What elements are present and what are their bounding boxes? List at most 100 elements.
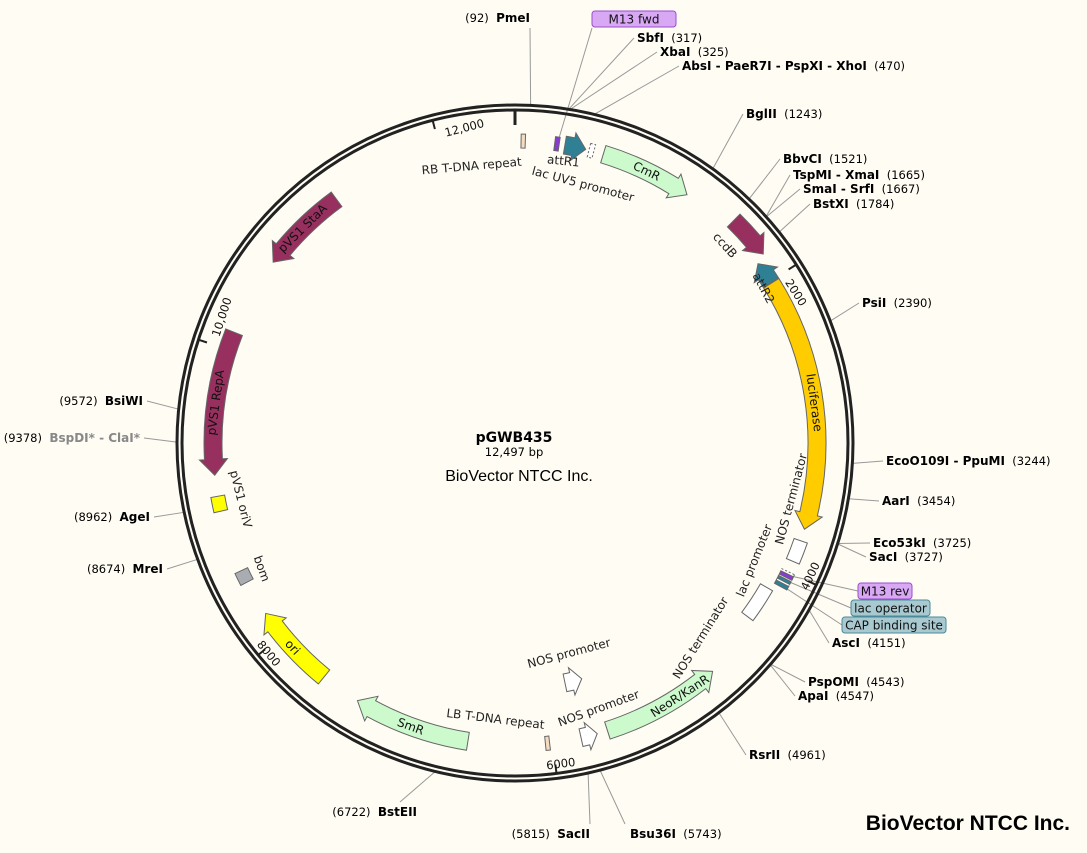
site-name: BbvCI (783, 152, 822, 166)
feature-nos-terminator (785, 537, 808, 565)
restriction-site-bbvci[interactable]: BbvCI (1521) (783, 152, 867, 166)
feature-label: bom (251, 554, 273, 584)
site-position: (6722) (332, 805, 378, 819)
site-leader-line (778, 203, 811, 233)
restriction-site-bsteii[interactable]: (6722) BstEII (332, 805, 417, 819)
feature-pvs1-staa (271, 191, 343, 263)
restriction-site-bsiwi[interactable]: (9572) BsiWI (59, 394, 143, 408)
feature-m13-fwd (553, 136, 561, 152)
restriction-site-bglii[interactable]: BglII (1243) (746, 107, 822, 121)
site-leader-line (529, 27, 532, 106)
restriction-site-apai[interactable]: ApaI (4547) (798, 689, 874, 703)
restriction-site-rsrii[interactable]: RsrII (4961) (749, 748, 826, 762)
tick-mark (431, 120, 436, 130)
site-leader-line (146, 400, 179, 410)
feature-lb-t-dna-repeat (544, 735, 551, 751)
site-name: MreI (133, 562, 163, 576)
site-name: BstXI (813, 197, 849, 211)
site-position: (1784) (849, 197, 895, 211)
callout-label: lac operator (854, 602, 927, 616)
watermark: BioVector NTCC Inc. (866, 812, 1070, 835)
feature-nos-terminator (741, 583, 774, 622)
site-leader-line (770, 663, 806, 683)
plasmid-company: BioVector NTCC Inc. (445, 468, 593, 485)
site-name: BstEII (378, 805, 417, 819)
feature-neor-kanr (604, 669, 714, 740)
site-name: ApaI (798, 689, 828, 703)
restriction-site-agei[interactable]: (8962) AgeI (74, 510, 150, 524)
restriction-site-mrei[interactable]: (8674) MreI (87, 562, 163, 576)
feature-rb-t-dna-repeat (520, 133, 527, 149)
site-name: SmaI - SrfI (803, 182, 874, 196)
restriction-site-tspmi-xmai[interactable]: TspMI - XmaI (1665) (793, 168, 925, 182)
restriction-site-bsu36i[interactable]: Bsu36I (5743) (630, 827, 722, 841)
restriction-site-pmei[interactable]: (92) PmeI (465, 11, 530, 25)
restriction-site-bspdi-clai[interactable]: (9378) BspDI* - ClaI* (4, 431, 141, 445)
feature-ori (263, 612, 331, 685)
callout-label: M13 rev (861, 585, 910, 599)
restriction-site-sbfi[interactable]: SbfI (317) (637, 31, 702, 45)
restriction-site-ecoo109i-ppumi[interactable]: EcoO109I - PpuMI (3244) (886, 454, 1051, 468)
site-name: BsiWI (105, 394, 143, 408)
site-position: (4547) (828, 689, 874, 703)
site-name: Eco53kI (873, 536, 926, 550)
restriction-site-eco53ki[interactable]: Eco53kI (3725) (873, 536, 971, 550)
callout-box-m13-rev (857, 582, 913, 600)
feature-label: lac promoter (733, 522, 775, 598)
feature-smr (356, 695, 470, 751)
site-leader-lines (143, 27, 884, 825)
feature-attr2 (753, 263, 780, 288)
site-leader-line (712, 113, 744, 170)
restriction-site-sacii[interactable]: (5815) SacII (512, 827, 590, 841)
site-name: SacI (869, 550, 897, 564)
feature-pvs1-repa (198, 328, 244, 476)
site-name: BspDI* - ClaI* (49, 431, 140, 445)
restriction-site-absi-paer7i-pspxi-xhoi[interactable]: AbsI - PaeR7I - PspXI - XhoI (470) (682, 59, 905, 73)
site-leader-line (143, 437, 178, 443)
site-name: XbaI (660, 45, 690, 59)
site-leader-line (848, 498, 880, 502)
feature-cmr (600, 144, 688, 199)
site-name: SbfI (637, 31, 664, 45)
restriction-site-smai-srfi[interactable]: SmaI - SrfI (1667) (803, 182, 920, 196)
site-leader-line (587, 772, 591, 825)
site-leader-line (718, 712, 747, 756)
site-position: (4151) (860, 636, 906, 650)
feature-pvs1-oriv (210, 494, 229, 514)
tick-label: 6000 (545, 755, 576, 773)
site-name: AscI (832, 636, 860, 650)
site-name: AarI (882, 494, 910, 508)
site-position: (9572) (59, 394, 105, 408)
site-leader-line (153, 511, 185, 518)
restriction-site-pspomi[interactable]: PspOMI (4543) (808, 675, 905, 689)
callout-leader-line (556, 27, 593, 147)
site-position: (1667) (874, 182, 920, 196)
restriction-site-aari[interactable]: AarI (3454) (882, 494, 955, 508)
restriction-site-xbai[interactable]: XbaI (325) (660, 45, 729, 59)
site-position: (3727) (897, 550, 943, 564)
site-name: EcoO109I - PpuMI (886, 454, 1005, 468)
site-position: (5815) (512, 827, 558, 841)
site-leader-line (808, 609, 830, 644)
site-name: SacII (557, 827, 590, 841)
feature-attr1 (562, 131, 587, 162)
site-name: RsrII (749, 748, 780, 762)
feature-ccdb (726, 213, 765, 255)
feature-label: pVS1 oriV (227, 469, 255, 530)
site-position: (1665) (879, 168, 925, 182)
site-name: TspMI - XmaI (793, 168, 879, 182)
feature-luciferase (762, 277, 827, 530)
site-leader-line (852, 460, 884, 464)
restriction-site-bstxi[interactable]: BstXI (1784) (813, 197, 894, 211)
feature-label: pVS1 StaA (275, 201, 330, 256)
plasmid-length: 12,497 bp (485, 445, 544, 459)
callout-box-cap-binding-site (841, 616, 947, 634)
feature-label: LB T-DNA repeat (446, 706, 546, 732)
restriction-site-psii[interactable]: PsiI (2390) (862, 296, 932, 310)
restriction-site-asci[interactable]: AscI (4151) (832, 636, 906, 650)
backbone-outer-strand (175, 103, 855, 783)
site-position: (470) (867, 59, 905, 73)
restriction-site-saci[interactable]: SacI (3727) (869, 550, 943, 564)
site-leader-line (837, 543, 867, 558)
